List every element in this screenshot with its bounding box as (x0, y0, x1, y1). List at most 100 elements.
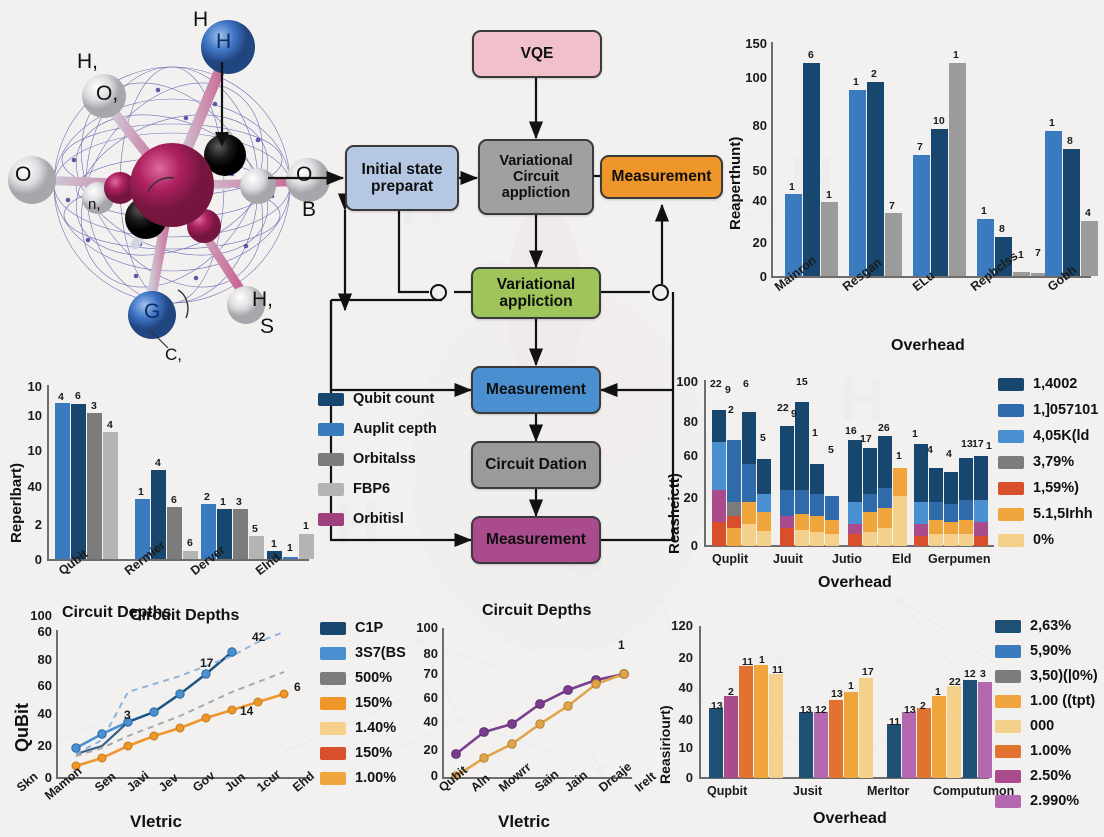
legend-item[interactable]: Auplit cepth (318, 421, 437, 437)
ytick-0: 10 (27, 379, 42, 394)
legend-label: C1P (355, 620, 384, 636)
legend-item[interactable]: 2.50% (995, 768, 1098, 784)
legend-label: 5,90% (1030, 643, 1072, 659)
flowchart-box-measurement-purple-label: Measurement (486, 531, 586, 549)
bar-value-label: 11 (889, 716, 901, 728)
legend-item[interactable]: 000 (995, 718, 1098, 734)
legend-item[interactable]: 1,]057101 (998, 402, 1098, 418)
plot-area: 22 9 6 2 5 22 9 15 1 5 16 17 26 1 1 4 4 … (706, 376, 994, 546)
legend-item[interactable]: 150% (320, 745, 406, 761)
xtick-label: Qupbit (707, 784, 748, 798)
bar-value-label: 1 (271, 538, 277, 550)
flowchart-box-initial-state[interactable]: Initial state preparat (345, 145, 459, 211)
y-axis (442, 628, 444, 778)
legend-label: 1.00 ((tpt) (1030, 693, 1096, 709)
flowchart-box-variational-application[interactable]: Variational appliction (471, 267, 601, 319)
bar-value-label: 1 (287, 542, 293, 554)
legend-item[interactable]: 2,63% (995, 618, 1098, 634)
legend-item[interactable]: FBP6 (318, 481, 437, 497)
bar (995, 237, 1012, 276)
chart-bottom-right-xlabel: Overhead (813, 810, 887, 827)
bar (885, 213, 902, 276)
bar (931, 129, 948, 276)
flowchart-box-circuit-dation[interactable]: Circuit Dation (471, 441, 601, 489)
bar-value-label: 3 (91, 400, 97, 412)
flowchart-box-measurement-blue[interactable]: Measurement (471, 366, 601, 414)
atom-label-o-left: O (15, 163, 32, 186)
legend-item[interactable]: 3S7(BS (320, 645, 406, 661)
x-axis (704, 545, 994, 547)
bar-value-label: 3 (980, 668, 986, 680)
bar-value-label: 1 (848, 680, 854, 692)
bar (1045, 131, 1062, 276)
legend-item[interactable]: Qubit count (318, 391, 437, 407)
flowchart-box-vqe-label: VQE (520, 45, 554, 63)
legend-swatch-icon (320, 621, 346, 635)
chart-bottom-left-line: Circuit Depths QuBit 100 60 80 60 40 20 … (0, 604, 450, 832)
legend-item[interactable]: Orbitisl (318, 511, 437, 527)
legend-item[interactable]: 0% (998, 532, 1098, 548)
x-axis (47, 559, 309, 561)
legend-item[interactable]: C1P (320, 620, 406, 636)
legend-item[interactable]: 1.00% (320, 770, 406, 786)
bar-value-label: 12 (964, 668, 976, 680)
bar (932, 696, 946, 778)
legend-item[interactable]: 1,59%) (998, 480, 1098, 496)
atom-label-h-inner: H (216, 30, 232, 53)
legend-item[interactable]: Orbitalss (318, 451, 437, 467)
legend-item[interactable]: 3,79% (998, 454, 1098, 470)
legend-item[interactable]: 1,4002 (998, 376, 1098, 392)
xtick-label: Merltor (867, 784, 910, 798)
bar (135, 499, 150, 559)
bar (709, 708, 723, 778)
plot-area: 1 6 1 1 2 7 7 10 1 1 8 1 7 1 8 4 (773, 43, 1098, 276)
bar-value-label: 5 (252, 523, 258, 535)
legend-item[interactable]: 2.990% (995, 793, 1098, 809)
flowchart-box-variational-circuit[interactable]: Variational Circuit appliction (478, 139, 594, 215)
bar-value-label: 1 (912, 428, 918, 440)
bar-value-label: 1 (138, 486, 144, 498)
bar (739, 666, 753, 778)
legend-item[interactable]: 3,50)(|0%) (995, 668, 1098, 684)
chart-bottom-middle-xlabel: Vletric (498, 812, 550, 831)
bar-value-label: 6 (743, 378, 749, 390)
legend-label: Qubit count (353, 391, 435, 407)
flowchart-box-vqe[interactable]: VQE (472, 30, 602, 78)
legend-label: 1.40% (355, 720, 397, 736)
legend-item[interactable]: 5.1,5Irhh (998, 506, 1098, 522)
bar (947, 686, 961, 778)
bar-stack (795, 402, 809, 546)
bar-value-label: 13 (904, 704, 916, 716)
bar-value-label: 8 (1067, 135, 1073, 147)
bar-value-label: 7 (889, 200, 895, 212)
chart-top-right-xlabel: Overhead (891, 337, 965, 354)
xtick-label: Computumon (933, 784, 1015, 798)
bar-value-label: 4 (927, 444, 933, 456)
legend-label: 2,63% (1030, 618, 1072, 634)
chart-bottom-left-title: Circuit Depths (62, 604, 172, 621)
bar-value-label: 26 (878, 422, 890, 434)
legend-item[interactable]: 1.00 ((tpt) (995, 693, 1098, 709)
ytick-d: 40 (37, 706, 52, 721)
bar (785, 194, 802, 276)
ytick-80: 80 (423, 646, 438, 661)
legend-swatch-icon (995, 794, 1021, 808)
legend-label: 1,59%) (1033, 480, 1079, 496)
legend-item[interactable]: 150% (320, 695, 406, 711)
legend-item[interactable]: 1.00% (995, 743, 1098, 759)
bar (887, 724, 901, 778)
flowchart-box-measurement-orange[interactable]: Measurement (600, 155, 723, 199)
flowchart-box-initial-state-label: Initial state preparat (361, 160, 443, 195)
legend-label: 4,05K(ld (1033, 428, 1090, 444)
plot-area: 13 2 11 1 11 13 12 13 1 17 11 13 2 1 22 … (701, 626, 992, 778)
legend-item[interactable]: 4,05K(ld (998, 428, 1098, 444)
legend-item[interactable]: 1.40% (320, 720, 406, 736)
ytick-e: 20 (37, 738, 52, 753)
flowchart-box-measurement-purple[interactable]: Measurement (471, 516, 601, 564)
legend-item[interactable]: 5,90% (995, 643, 1098, 659)
legend-item[interactable]: 500% (320, 670, 406, 686)
bar-value-label: 4 (155, 457, 161, 469)
legend-label: 3,79% (1033, 454, 1075, 470)
legend-swatch-icon (318, 392, 344, 406)
